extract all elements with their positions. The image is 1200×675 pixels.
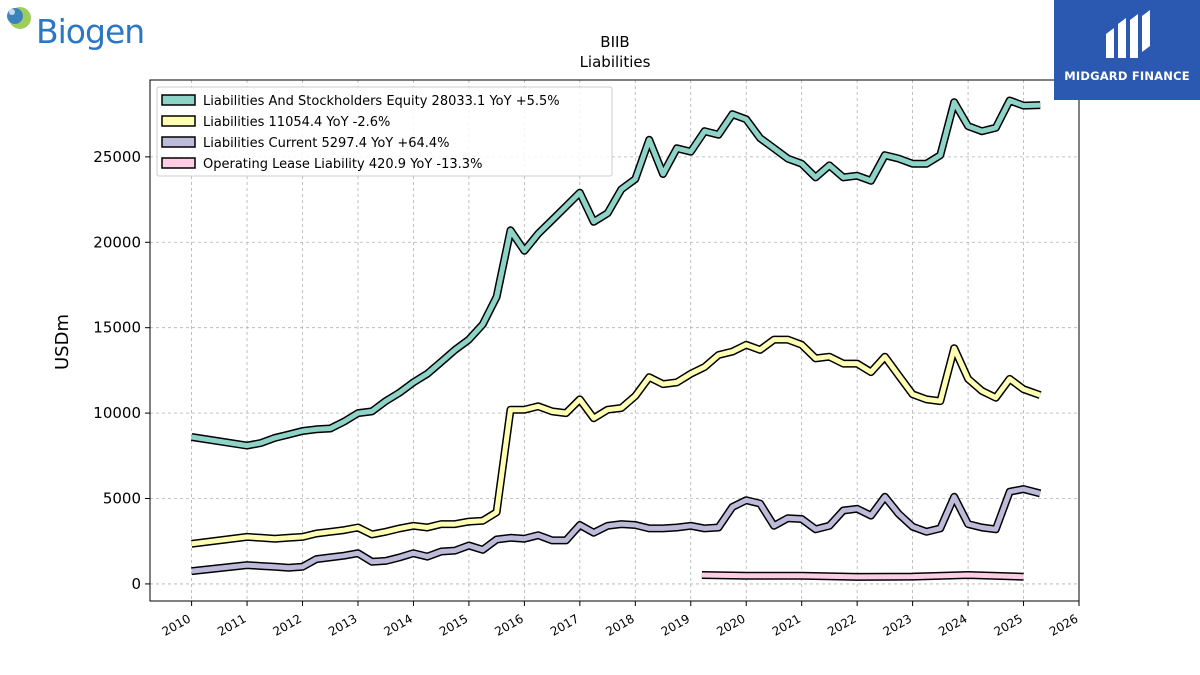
y-tick-label: 15000 xyxy=(93,319,141,337)
legend: Liabilities And Stockholders Equity 2803… xyxy=(156,86,613,177)
biogen-mark-icon xyxy=(7,7,31,29)
legend-swatch xyxy=(161,94,196,106)
legend-label: Operating Lease Liability 420.9 YoY -13.… xyxy=(203,157,482,172)
x-tick-label: 2024 xyxy=(936,611,969,638)
legend-label: Liabilities And Stockholders Equity 2803… xyxy=(203,94,560,109)
y-tick-label: 5000 xyxy=(103,490,141,508)
legend-label: Liabilities 11054.4 YoY -2.6% xyxy=(203,115,390,130)
y-tick-label: 20000 xyxy=(93,233,141,251)
series-line-liabilities xyxy=(191,337,1042,547)
plot-frame xyxy=(149,79,1080,602)
chart-title: BIIB xyxy=(600,33,629,51)
y-axis-ticks: 0 5000 10000 15000 20000 25000 xyxy=(93,148,150,593)
legend-swatch xyxy=(161,115,196,127)
y-tick-label: 0 xyxy=(131,575,141,593)
series-line-operating-lease-liability xyxy=(701,572,1024,580)
x-tick-label: 2011 xyxy=(215,611,248,638)
midgard-mark-icon xyxy=(1106,10,1150,58)
x-tick-label: 2016 xyxy=(492,611,525,638)
x-tick-label: 2025 xyxy=(992,611,1025,638)
biogen-logo: Biogen xyxy=(4,4,154,54)
chart-subtitle: Liabilities xyxy=(580,53,651,71)
x-tick-label: 2026 xyxy=(1047,611,1080,638)
midgard-finance-logo: MIDGARD FINANCE xyxy=(1054,0,1200,100)
y-axis-label: USDm xyxy=(52,314,73,370)
x-tick-label: 2021 xyxy=(770,611,803,638)
x-axis-ticks: 2010 2011 2012 2013 2014 2015 2016 2017 2018 2019… xyxy=(160,601,1081,639)
series-line-liabilities-current xyxy=(191,486,1041,574)
x-tick-label: 2012 xyxy=(271,611,304,638)
x-tick-label: 2015 xyxy=(437,611,470,638)
legend-swatch xyxy=(161,136,196,148)
x-tick-label: 2013 xyxy=(326,611,359,638)
series-layer xyxy=(190,96,1042,581)
midgard-wordmark: MIDGARD FINANCE xyxy=(1064,69,1190,83)
x-tick-label: 2022 xyxy=(825,611,858,638)
x-tick-label: 2010 xyxy=(160,611,193,638)
legend-box xyxy=(156,86,613,177)
x-tick-label: 2017 xyxy=(548,611,581,638)
y-tick-label: 10000 xyxy=(93,404,141,422)
x-tick-label: 2020 xyxy=(714,611,747,638)
biogen-wordmark: Biogen xyxy=(36,12,145,51)
series-line-liabilities-and-stockholders-equity xyxy=(191,98,1041,449)
x-tick-label: 2014 xyxy=(381,611,414,638)
x-tick-label: 2018 xyxy=(603,611,636,638)
x-tick-label: 2019 xyxy=(659,611,692,638)
x-tick-label: 2023 xyxy=(881,611,914,638)
title-group: BIIB Liabilities xyxy=(580,33,651,71)
y-tick-label: 25000 xyxy=(93,148,141,166)
legend-swatch xyxy=(161,157,196,169)
legend-label: Liabilities Current 5297.4 YoY +64.4% xyxy=(203,136,450,151)
